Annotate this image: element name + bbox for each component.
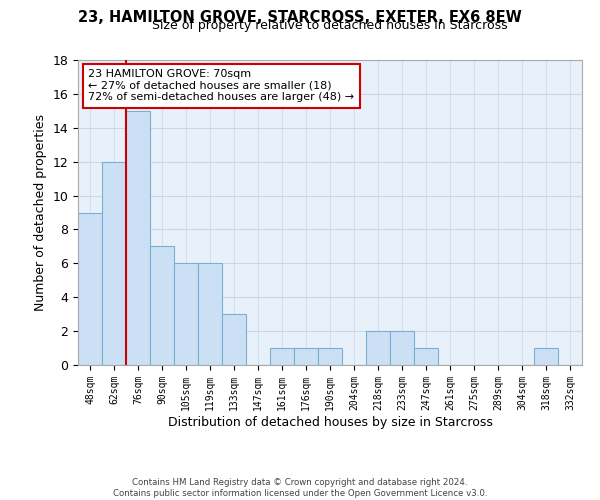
Bar xyxy=(150,246,174,365)
Text: 23, HAMILTON GROVE, STARCROSS, EXETER, EX6 8EW: 23, HAMILTON GROVE, STARCROSS, EXETER, E… xyxy=(78,10,522,25)
Bar xyxy=(198,264,222,365)
Bar xyxy=(174,264,198,365)
Bar xyxy=(414,348,438,365)
Bar xyxy=(534,348,558,365)
Text: Contains HM Land Registry data © Crown copyright and database right 2024.
Contai: Contains HM Land Registry data © Crown c… xyxy=(113,478,487,498)
Bar xyxy=(294,348,318,365)
Bar xyxy=(126,111,150,365)
Text: 23 HAMILTON GROVE: 70sqm
← 27% of detached houses are smaller (18)
72% of semi-d: 23 HAMILTON GROVE: 70sqm ← 27% of detach… xyxy=(88,69,354,102)
X-axis label: Distribution of detached houses by size in Starcross: Distribution of detached houses by size … xyxy=(167,416,493,428)
Bar xyxy=(78,212,102,365)
Bar xyxy=(102,162,126,365)
Bar xyxy=(390,331,414,365)
Bar xyxy=(318,348,342,365)
Bar xyxy=(270,348,294,365)
Bar xyxy=(366,331,390,365)
Bar xyxy=(222,314,246,365)
Y-axis label: Number of detached properties: Number of detached properties xyxy=(34,114,47,311)
Title: Size of property relative to detached houses in Starcross: Size of property relative to detached ho… xyxy=(152,20,508,32)
